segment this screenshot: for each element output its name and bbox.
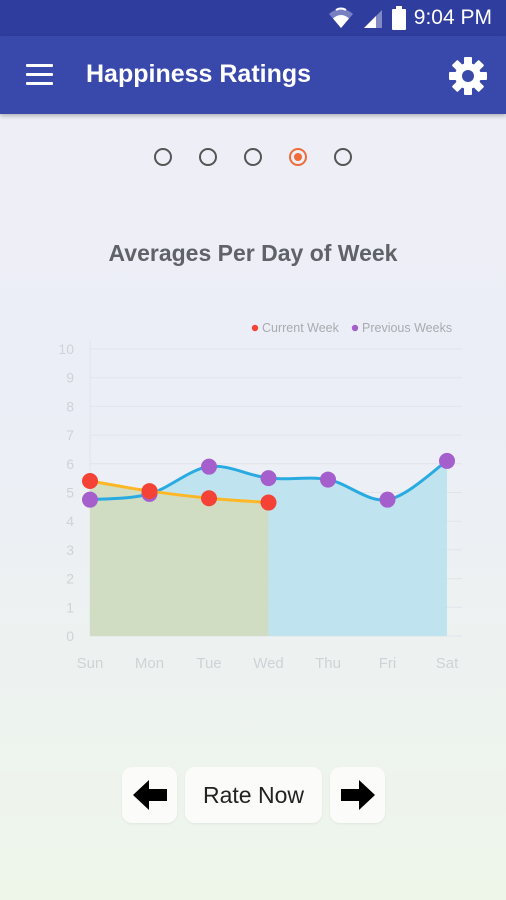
x-tick-label: Tue <box>196 655 221 672</box>
page-dot-2[interactable] <box>199 148 217 166</box>
y-tick-label: 10 <box>58 341 74 357</box>
y-tick-label: 1 <box>66 599 74 615</box>
status-bar: 9:04 PM <box>0 0 506 36</box>
y-tick-label: 9 <box>66 370 74 386</box>
x-tick-label: Sun <box>77 655 104 672</box>
arrow-right-icon <box>340 780 375 810</box>
signal-icon <box>363 10 382 28</box>
page-dot-4-active[interactable] <box>289 148 307 166</box>
data-point <box>320 471 336 488</box>
y-tick-label: 7 <box>66 427 74 443</box>
legend-label: Previous Weeks <box>362 321 452 335</box>
y-tick-label: 3 <box>66 542 74 558</box>
data-point <box>141 483 158 500</box>
app-title: Happiness Ratings <box>86 60 312 88</box>
data-point <box>201 458 217 475</box>
data-point <box>82 491 98 508</box>
x-tick-label: Fri <box>379 655 397 672</box>
page-indicator <box>0 148 506 172</box>
y-tick-label: 0 <box>66 628 74 644</box>
series-area <box>90 481 269 636</box>
next-button[interactable] <box>330 767 385 823</box>
x-tick-label: Sat <box>436 655 459 672</box>
status-time: 9:04 PM <box>413 6 492 29</box>
arrow-left-icon <box>132 780 167 810</box>
previous-button[interactable] <box>122 767 177 823</box>
battery-icon <box>391 6 406 30</box>
y-tick-label: 2 <box>66 571 74 587</box>
data-point <box>260 494 277 511</box>
rate-now-button[interactable]: Rate Now <box>185 767 322 823</box>
legend-label: Current Week <box>262 321 340 335</box>
wifi-icon <box>328 7 353 28</box>
x-tick-label: Mon <box>135 655 164 672</box>
series-line <box>89 479 269 505</box>
data-point <box>439 452 455 469</box>
chart-title: Averages Per Day of Week <box>108 240 398 266</box>
x-tick-label: Thu <box>315 655 341 672</box>
rate-now-label: Rate Now <box>203 781 304 808</box>
data-point <box>379 491 396 508</box>
gear-icon[interactable] <box>448 56 488 96</box>
x-tick-label: Wed <box>253 655 284 672</box>
y-tick-label: 5 <box>66 485 74 501</box>
data-point <box>82 473 98 490</box>
y-tick-label: 6 <box>66 456 74 472</box>
data-point <box>260 470 277 487</box>
page-dot-3[interactable] <box>244 148 262 166</box>
app-bar: Happiness Ratings <box>0 36 506 114</box>
menu-icon[interactable] <box>26 64 54 86</box>
data-point <box>201 490 217 507</box>
page-dot-5[interactable] <box>334 148 352 166</box>
y-tick-label: 4 <box>66 513 74 529</box>
y-tick-label: 8 <box>66 398 74 414</box>
page-dot-1[interactable] <box>154 148 172 166</box>
averages-chart: 0 1 2 3 4 5 6 7 8 9 10 Sun Mon Tue Wed Thu Fri Sat Current… <box>58 321 462 672</box>
legend-marker <box>251 324 259 332</box>
legend-marker <box>351 324 359 332</box>
